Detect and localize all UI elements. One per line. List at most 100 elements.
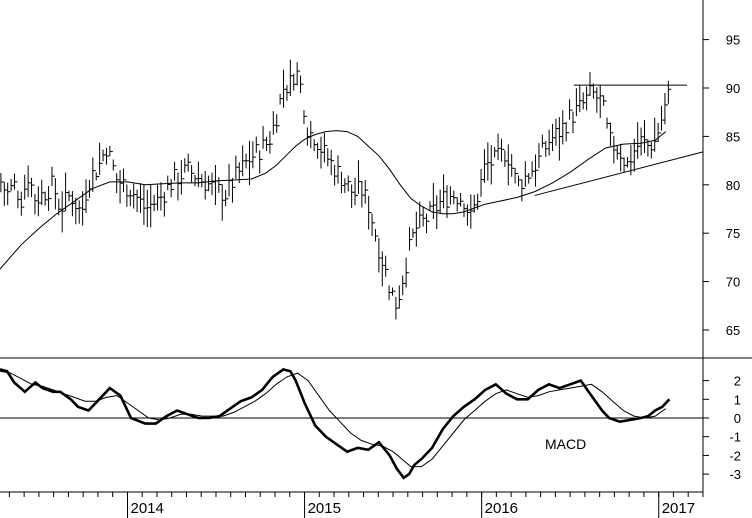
- price-bar: [146, 189, 151, 228]
- price-bar: [392, 287, 396, 296]
- price-bar: [538, 143, 542, 169]
- price-bar: [153, 194, 158, 212]
- price-bar: [82, 191, 86, 226]
- price-bar: [61, 191, 66, 233]
- price-bar: [327, 148, 331, 167]
- price-y-tick-label: 85: [726, 129, 740, 144]
- price-bar: [71, 191, 76, 217]
- price-bar: [552, 124, 556, 152]
- x-year-label: 2015: [308, 500, 341, 517]
- price-bar: [412, 228, 416, 238]
- price-bar: [266, 136, 270, 152]
- price-bar: [221, 184, 226, 221]
- price-bar: [323, 132, 328, 163]
- price-bar: [78, 200, 83, 224]
- price-bar: [194, 174, 198, 187]
- price-bar: [528, 173, 532, 184]
- price-bar: [248, 140, 253, 186]
- price-bar: [432, 183, 437, 220]
- price-bar: [116, 173, 120, 194]
- price-y-tick-label: 70: [726, 275, 740, 290]
- price-bar: [140, 183, 144, 213]
- price-bar: [157, 184, 161, 211]
- x-year-label: 2017: [662, 500, 695, 517]
- price-bar: [545, 141, 549, 157]
- price-bar: [521, 179, 525, 202]
- price-bar: [17, 190, 21, 209]
- price-bar: [637, 122, 641, 159]
- price-bar: [34, 194, 38, 215]
- price-bar: [95, 172, 100, 181]
- price-bar: [640, 127, 645, 156]
- price-bar: [565, 121, 570, 142]
- price-bar: [310, 120, 314, 149]
- price-bar: [456, 197, 461, 212]
- price-bar: [402, 275, 406, 296]
- price-bar: [473, 194, 478, 213]
- price-bar: [105, 147, 110, 165]
- price-bar: [184, 158, 188, 173]
- price-bar: [180, 160, 185, 195]
- price-bar: [85, 179, 90, 213]
- macd-y-tick-label: 1: [734, 392, 741, 407]
- price-bar: [633, 138, 638, 172]
- price-bar: [422, 206, 427, 227]
- price-bar: [44, 191, 49, 206]
- price-bar: [463, 203, 468, 218]
- price-y-tick-label: 75: [726, 226, 740, 241]
- price-bar: [378, 238, 382, 273]
- price-bar: [504, 150, 508, 167]
- price-bar: [606, 117, 611, 129]
- price-y-tick-label: 95: [726, 33, 740, 48]
- price-bar: [150, 184, 154, 228]
- price-bar: [170, 178, 175, 198]
- price-y-tick-label: 90: [726, 81, 740, 96]
- price-bar: [592, 83, 597, 99]
- price-bar: [109, 145, 113, 156]
- price-bar: [535, 154, 539, 187]
- price-bar: [603, 95, 607, 106]
- price-bar: [276, 114, 280, 133]
- price-bar: [562, 110, 566, 145]
- price-bar: [439, 189, 444, 213]
- price-bar: [466, 204, 471, 226]
- price-bar: [548, 129, 553, 156]
- macd-y-tick-label: -1: [729, 430, 741, 445]
- price-bar: [426, 213, 430, 234]
- price-bar: [204, 170, 209, 200]
- price-bar: [575, 88, 580, 117]
- price-bar: [54, 178, 59, 210]
- price-bar: [286, 85, 290, 101]
- price-bar: [167, 175, 171, 191]
- price-bar: [187, 153, 192, 172]
- price-bar: [596, 87, 600, 113]
- price-bar: [102, 149, 107, 162]
- price-bar: [126, 184, 130, 207]
- support-trendline: [534, 151, 704, 196]
- price-bar: [579, 85, 583, 113]
- price-bar: [490, 145, 495, 185]
- price-bar: [555, 118, 559, 146]
- price-bar: [480, 168, 485, 197]
- price-bar: [211, 172, 216, 196]
- price-bar: [65, 172, 69, 212]
- price-bar: [143, 184, 147, 225]
- price-bar: [201, 174, 205, 188]
- price-bar: [3, 181, 8, 206]
- price-bar: [99, 142, 103, 175]
- price-bar: [415, 211, 420, 247]
- price-bar: [647, 139, 651, 157]
- price-bar: [112, 159, 117, 171]
- price-bar: [569, 99, 573, 120]
- price-bar: [300, 75, 304, 94]
- price-bar: [293, 73, 297, 91]
- price-bar: [620, 143, 624, 172]
- price-y-tick-label: 65: [726, 323, 740, 338]
- price-bar: [429, 201, 433, 212]
- price-bar: [313, 139, 318, 152]
- price-bar: [500, 138, 505, 162]
- price-bar: [446, 185, 450, 218]
- price-bar: [14, 173, 18, 190]
- price-bar: [643, 119, 648, 153]
- price-bar: [269, 131, 273, 154]
